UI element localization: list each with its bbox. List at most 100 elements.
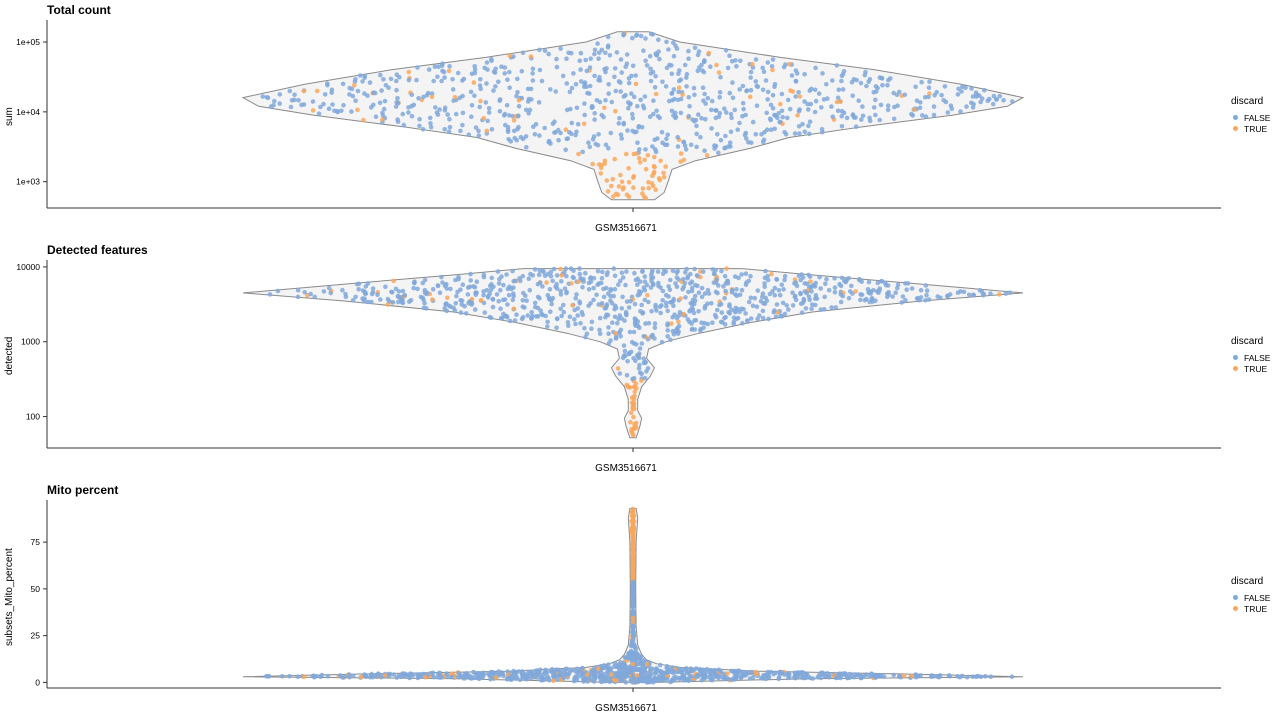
point-true (724, 266, 729, 271)
point-false (818, 307, 824, 312)
point-false (513, 676, 519, 681)
point-true (652, 154, 657, 160)
point-false (734, 287, 739, 292)
point-false (431, 674, 437, 680)
point-false (765, 89, 771, 95)
x-tick-label: GSM3516671 (595, 703, 657, 714)
point-false (839, 78, 844, 84)
point-false (728, 111, 734, 117)
panel-detected-features: 100 1000 10000 Detected features detected … (0, 240, 1280, 480)
point-false (505, 302, 510, 307)
point-false (568, 668, 573, 674)
point-false (637, 362, 642, 368)
point-true (795, 113, 800, 118)
point-false (388, 76, 394, 82)
point-false (465, 292, 471, 297)
point-false (421, 94, 426, 100)
point-false (652, 85, 658, 90)
legend-swatch-true (1233, 126, 1238, 131)
point-true (631, 414, 636, 420)
point-false (603, 142, 609, 148)
point-false (586, 140, 591, 145)
point-false (433, 105, 438, 110)
point-false (533, 314, 539, 319)
point-false (386, 298, 392, 304)
point-false (628, 298, 633, 304)
point-false (558, 292, 564, 297)
point-false (353, 77, 358, 82)
point-false (485, 118, 491, 124)
point-false (802, 281, 808, 286)
point-false (759, 132, 764, 137)
point-false (612, 306, 617, 312)
legend-item-false: FALSE (1231, 112, 1270, 123)
point-false (730, 95, 736, 101)
point-false (694, 144, 699, 150)
point-false (622, 318, 627, 323)
point-false (716, 114, 722, 119)
point-false (668, 337, 673, 342)
point-false (595, 142, 601, 148)
point-false (428, 121, 433, 126)
point-false (671, 303, 676, 309)
point-false (636, 354, 641, 360)
point-true (301, 88, 307, 94)
point-false (566, 50, 571, 56)
point-false (917, 298, 922, 303)
point-false (571, 678, 577, 684)
point-false (559, 279, 564, 284)
point-false (456, 674, 461, 680)
point-false (503, 122, 508, 128)
point-false (529, 673, 534, 679)
point-false (924, 292, 929, 298)
point-false (504, 103, 510, 108)
point-false (620, 355, 626, 361)
point-true (598, 171, 604, 176)
point-false (891, 672, 896, 678)
point-false (596, 50, 602, 56)
point-false (816, 91, 822, 96)
point-false (782, 129, 787, 135)
point-false (658, 662, 663, 668)
point-false (474, 290, 479, 295)
point-false (365, 299, 371, 305)
point-false (708, 64, 713, 69)
point-false (824, 82, 829, 87)
point-false (690, 117, 695, 122)
point-false (639, 671, 644, 676)
point-false (589, 319, 595, 325)
point-false (626, 106, 631, 111)
point-false (579, 309, 585, 315)
point-false (630, 590, 636, 595)
point-false (963, 85, 968, 90)
point-false (399, 300, 405, 305)
point-false (621, 94, 627, 99)
point-false (425, 90, 431, 96)
point-false (657, 56, 662, 62)
point-false (356, 281, 362, 287)
point-false (653, 302, 658, 308)
point-false (880, 82, 885, 88)
point-false (959, 89, 964, 94)
point-true (631, 185, 636, 190)
point-false (867, 674, 873, 679)
point-false (537, 47, 542, 53)
point-false (654, 108, 659, 114)
point-false (892, 104, 897, 110)
point-true (634, 673, 639, 678)
point-false (439, 674, 444, 680)
point-false (606, 82, 611, 87)
point-false (671, 298, 676, 304)
point-false (1003, 291, 1009, 296)
point-false (919, 79, 924, 85)
point-false (735, 670, 740, 675)
point-false (770, 92, 776, 98)
point-false (472, 307, 478, 312)
point-false (523, 107, 529, 113)
point-false (626, 80, 632, 86)
point-false (753, 79, 759, 84)
point-false (495, 269, 501, 274)
point-false (687, 308, 693, 313)
point-false (661, 267, 667, 273)
point-false (597, 78, 603, 83)
